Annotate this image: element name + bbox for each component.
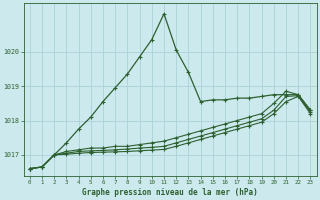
X-axis label: Graphe pression niveau de la mer (hPa): Graphe pression niveau de la mer (hPa) — [82, 188, 258, 197]
